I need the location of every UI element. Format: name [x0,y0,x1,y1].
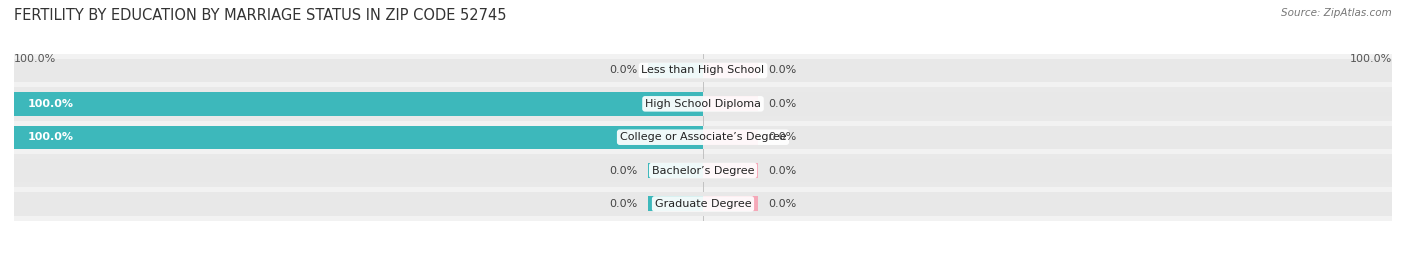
Bar [14,87,1392,121]
Text: Bachelor’s Degree: Bachelor’s Degree [652,165,754,176]
Text: High School Diploma: High School Diploma [645,99,761,109]
Bar [703,163,758,178]
Text: FERTILITY BY EDUCATION BY MARRIAGE STATUS IN ZIP CODE 52745: FERTILITY BY EDUCATION BY MARRIAGE STATU… [14,8,506,23]
Bar [14,92,1392,115]
Bar [14,192,1392,215]
Bar [14,187,1392,221]
Bar [648,196,703,211]
Text: 0.0%: 0.0% [769,132,797,142]
Text: 100.0%: 100.0% [14,54,56,64]
Text: 100.0%: 100.0% [28,132,75,142]
Text: Source: ZipAtlas.com: Source: ZipAtlas.com [1281,8,1392,18]
Text: 0.0%: 0.0% [609,65,637,76]
Bar [14,154,1392,187]
Text: Graduate Degree: Graduate Degree [655,199,751,209]
Bar [648,163,703,178]
Bar [14,126,703,149]
Bar [703,196,758,211]
Text: 0.0%: 0.0% [769,199,797,209]
Bar [703,96,758,111]
Text: 0.0%: 0.0% [609,165,637,176]
Bar [648,96,703,111]
Bar [14,121,1392,154]
Text: College or Associate’s Degree: College or Associate’s Degree [620,132,786,142]
Text: 0.0%: 0.0% [769,65,797,76]
Bar [14,59,1392,82]
Bar [648,63,703,78]
Bar [648,130,703,145]
Bar [14,54,1392,87]
Text: 0.0%: 0.0% [609,199,637,209]
Text: 0.0%: 0.0% [769,99,797,109]
Bar [14,159,1392,182]
Bar [14,126,1392,149]
Text: Less than High School: Less than High School [641,65,765,76]
Bar [14,92,703,115]
Bar [703,130,758,145]
Text: 100.0%: 100.0% [1350,54,1392,64]
Text: 0.0%: 0.0% [769,165,797,176]
Bar [703,63,758,78]
Text: 100.0%: 100.0% [28,99,75,109]
